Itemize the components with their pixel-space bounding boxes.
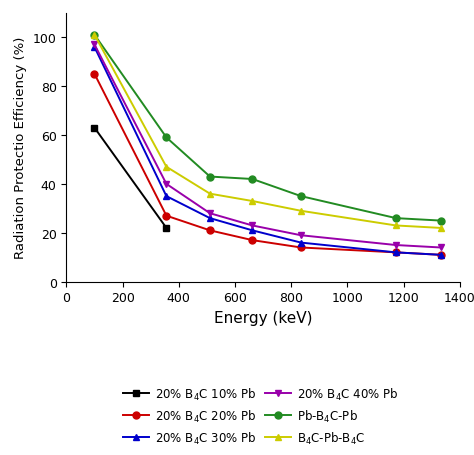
Line: 20% B$_4$C 40% Pb: 20% B$_4$C 40% Pb xyxy=(91,42,444,252)
B$_4$C-Pb-B$_4$C xyxy=(164,165,169,170)
Line: Pb-B$_4$C-Pb: Pb-B$_4$C-Pb xyxy=(91,32,444,225)
Y-axis label: Radiation Protectio Efficiency (%): Radiation Protectio Efficiency (%) xyxy=(14,37,27,259)
20% B$_4$C 20% Pb xyxy=(249,238,255,243)
20% B$_4$C 40% Pb xyxy=(249,223,255,229)
Pb-B$_4$C-Pb xyxy=(298,194,304,199)
Line: 20% B$_4$C 10% Pb: 20% B$_4$C 10% Pb xyxy=(91,125,170,232)
20% B$_4$C 10% Pb xyxy=(91,126,97,131)
B$_4$C-Pb-B$_4$C xyxy=(207,192,213,197)
Pb-B$_4$C-Pb xyxy=(438,218,444,224)
20% B$_4$C 30% Pb xyxy=(393,250,399,256)
20% B$_4$C 40% Pb xyxy=(298,233,304,238)
Pb-B$_4$C-Pb xyxy=(207,174,213,180)
20% B$_4$C 40% Pb xyxy=(91,43,97,48)
B$_4$C-Pb-B$_4$C xyxy=(249,199,255,204)
B$_4$C-Pb-B$_4$C xyxy=(298,208,304,214)
20% B$_4$C 30% Pb xyxy=(249,228,255,233)
20% B$_4$C 40% Pb xyxy=(393,243,399,248)
Pb-B$_4$C-Pb xyxy=(249,177,255,182)
Pb-B$_4$C-Pb xyxy=(164,136,169,141)
20% B$_4$C 40% Pb xyxy=(207,211,213,217)
20% B$_4$C 20% Pb xyxy=(298,245,304,251)
20% B$_4$C 30% Pb xyxy=(298,240,304,246)
20% B$_4$C 20% Pb xyxy=(438,253,444,258)
B$_4$C-Pb-B$_4$C xyxy=(91,33,97,38)
20% B$_4$C 20% Pb xyxy=(207,228,213,233)
20% B$_4$C 20% Pb xyxy=(164,213,169,219)
20% B$_4$C 30% Pb xyxy=(164,194,169,199)
20% B$_4$C 30% Pb xyxy=(207,216,213,222)
Line: B$_4$C-Pb-B$_4$C: B$_4$C-Pb-B$_4$C xyxy=(91,32,444,232)
20% B$_4$C 40% Pb xyxy=(164,182,169,187)
X-axis label: Energy (keV): Energy (keV) xyxy=(214,310,312,325)
Pb-B$_4$C-Pb xyxy=(393,216,399,222)
B$_4$C-Pb-B$_4$C xyxy=(438,226,444,231)
Line: 20% B$_4$C 30% Pb: 20% B$_4$C 30% Pb xyxy=(91,44,444,259)
20% B$_4$C 30% Pb xyxy=(91,45,97,51)
20% B$_4$C 10% Pb xyxy=(164,226,169,231)
20% B$_4$C 20% Pb xyxy=(393,250,399,256)
Legend: 20% B$_4$C 10% Pb, 20% B$_4$C 20% Pb, 20% B$_4$C 30% Pb, 20% B$_4$C 40% Pb, Pb-B: 20% B$_4$C 10% Pb, 20% B$_4$C 20% Pb, 20… xyxy=(119,382,402,449)
B$_4$C-Pb-B$_4$C xyxy=(393,223,399,229)
Line: 20% B$_4$C 20% Pb: 20% B$_4$C 20% Pb xyxy=(91,71,444,259)
20% B$_4$C 40% Pb xyxy=(438,245,444,251)
Pb-B$_4$C-Pb xyxy=(91,33,97,38)
20% B$_4$C 20% Pb xyxy=(91,72,97,77)
20% B$_4$C 30% Pb xyxy=(438,253,444,258)
